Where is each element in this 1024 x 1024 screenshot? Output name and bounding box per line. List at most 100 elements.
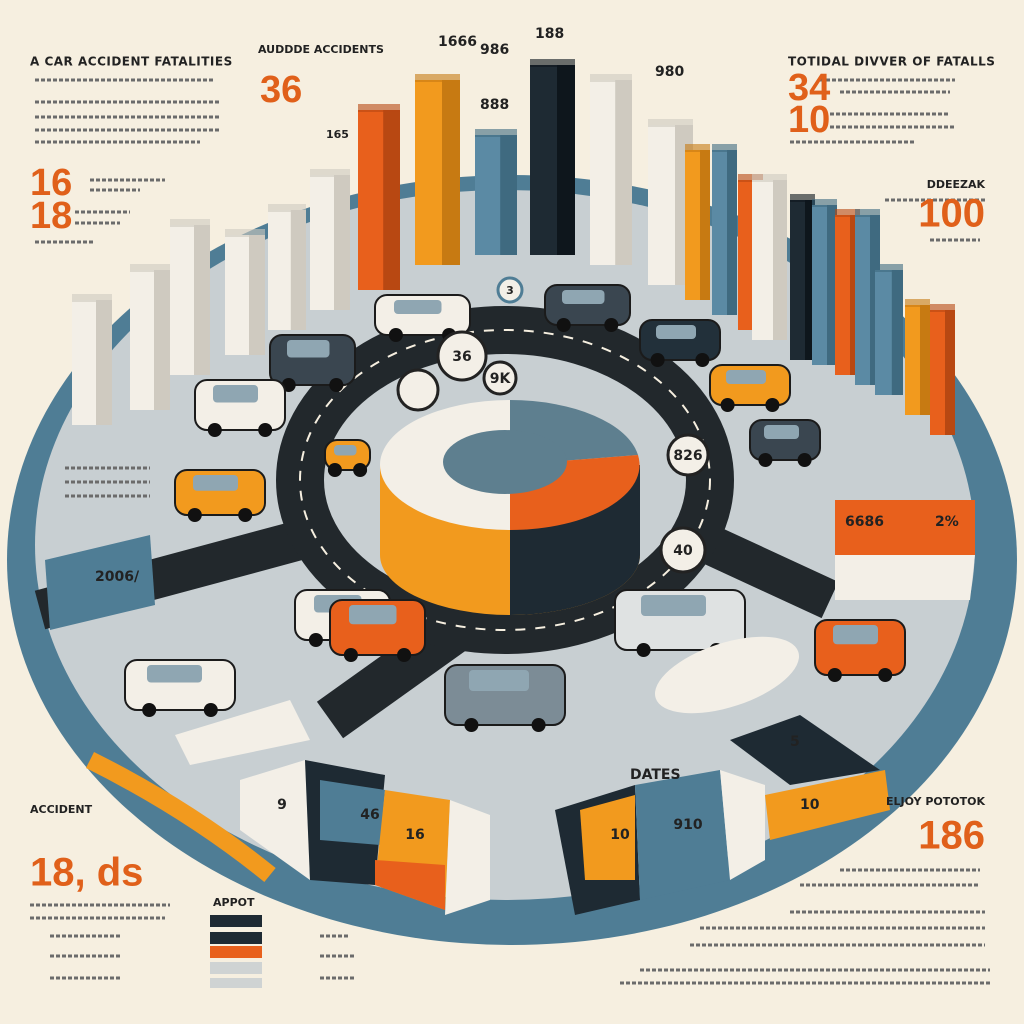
bar-top	[358, 104, 400, 112]
road	[691, 521, 839, 619]
car-wheel	[187, 508, 202, 522]
stat: 10	[788, 99, 830, 141]
badge-label: 40	[673, 543, 693, 559]
legend-swatch	[210, 962, 262, 974]
car-wheel	[207, 423, 222, 437]
car-wheel	[464, 718, 479, 732]
legend-title: APPOT	[213, 896, 255, 909]
stripe	[85, 751, 276, 882]
car-window	[641, 595, 706, 616]
badge-label: 826	[673, 448, 702, 464]
bar-label: 986	[480, 42, 509, 58]
bar-top	[905, 299, 930, 307]
car-wheel	[878, 668, 893, 682]
card	[45, 535, 155, 630]
car-wheel	[388, 328, 403, 342]
car-wheel	[397, 648, 412, 662]
car-wheel	[329, 378, 344, 392]
stat: 34	[788, 67, 830, 109]
bar-label: 980	[655, 64, 684, 80]
bar-side	[500, 135, 517, 255]
bar-top	[130, 264, 170, 272]
bar-side	[442, 80, 460, 265]
card	[835, 500, 975, 555]
bar-side	[194, 225, 210, 375]
stat: 100	[918, 192, 985, 236]
bar-side	[700, 150, 710, 300]
bar-top	[225, 229, 265, 237]
car-wheel	[258, 423, 273, 437]
bar-top	[712, 144, 737, 152]
card	[635, 770, 730, 900]
car-wheel	[636, 643, 651, 657]
car-wheel	[720, 398, 735, 412]
card	[765, 770, 890, 840]
bar-side	[727, 150, 737, 315]
car-window	[469, 670, 529, 691]
car-window	[562, 290, 605, 304]
card-label: 6686	[845, 514, 884, 530]
stat: 18	[30, 195, 72, 237]
bar-label: 165	[326, 128, 349, 141]
car-group	[124, 284, 906, 732]
bar-top	[530, 59, 575, 67]
car-window	[213, 385, 258, 403]
car-window	[833, 625, 878, 645]
bar-side	[334, 175, 350, 310]
car-wheel	[531, 718, 546, 732]
car-window	[147, 665, 202, 683]
label: ACCIDENT	[30, 803, 93, 816]
card-label: DATES	[630, 767, 681, 783]
legend-swatch	[210, 932, 262, 944]
legend-swatch	[210, 915, 262, 927]
car-wheel	[695, 353, 710, 367]
bar-top	[415, 74, 460, 82]
card-label: 2%	[935, 514, 959, 530]
bar-side	[827, 205, 837, 365]
badge-label: 9K	[490, 371, 512, 387]
car-wheel	[827, 668, 842, 682]
car-window	[394, 300, 442, 314]
road-marking	[299, 329, 711, 631]
card	[175, 700, 310, 765]
car-wheel	[353, 463, 368, 477]
car-wheel	[142, 703, 157, 717]
card	[580, 795, 635, 880]
car-window	[726, 370, 766, 384]
stat: 36	[260, 69, 302, 111]
bar-top	[752, 174, 787, 182]
bar-top	[268, 204, 306, 212]
bar-top	[72, 294, 112, 302]
bar-top	[685, 144, 710, 152]
card-label: 10	[800, 797, 820, 813]
car-wheel	[765, 398, 780, 412]
bar-group	[72, 59, 955, 435]
bar-side	[805, 200, 815, 360]
car-window	[334, 445, 357, 456]
car-wheel	[604, 318, 619, 332]
card	[654, 636, 800, 714]
car-wheel	[238, 508, 253, 522]
card	[375, 860, 445, 910]
bar-side	[945, 310, 955, 435]
card-label: 2006/	[95, 569, 140, 585]
legend-swatch	[210, 978, 262, 988]
car-window	[349, 605, 397, 625]
card-label: 46	[360, 807, 379, 823]
bar-side	[615, 80, 632, 265]
card	[240, 760, 310, 880]
card-label: 910	[673, 817, 702, 833]
bar-top	[812, 199, 837, 207]
card	[445, 800, 490, 915]
bar-side	[773, 180, 787, 340]
bar-top	[590, 74, 632, 82]
badge-label: 36	[452, 349, 471, 365]
label: ELJOY POTOTOK	[886, 795, 985, 808]
car-wheel	[327, 463, 342, 477]
text-lines	[30, 78, 990, 985]
bar-label: 188	[535, 26, 564, 42]
badge-label: 3	[506, 284, 514, 297]
label: AUDDDE ACCIDENTS	[258, 43, 384, 56]
